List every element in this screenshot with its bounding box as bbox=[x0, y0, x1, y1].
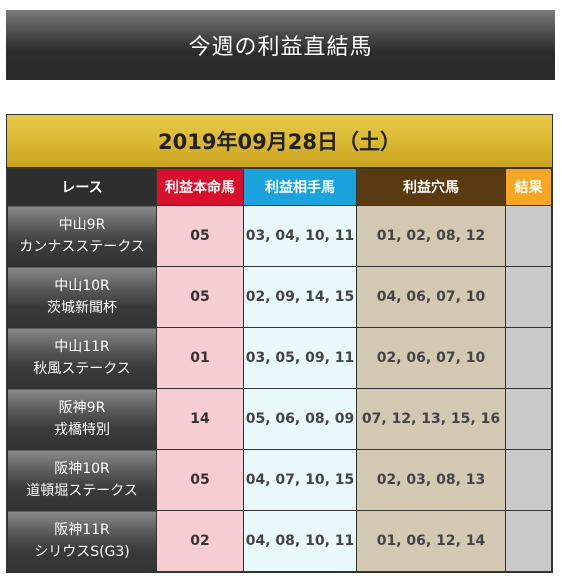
result-cell bbox=[505, 266, 552, 328]
ana-cell: 02, 03, 08, 13 bbox=[356, 449, 506, 511]
header-honmei: 利益本命馬 bbox=[156, 168, 244, 206]
table-header-row: レース 利益本命馬 利益相手馬 利益穴馬 結果 bbox=[7, 168, 552, 206]
race-cell: 阪神11R シリウスS(G3) bbox=[7, 510, 157, 572]
race-name: シリウスS(G3) bbox=[34, 544, 130, 560]
result-cell bbox=[505, 327, 552, 389]
result-cell bbox=[505, 205, 552, 267]
honmei-cell: 05 bbox=[156, 449, 244, 511]
ana-cell: 02, 06, 07, 10 bbox=[356, 327, 506, 389]
ana-cell: 07, 12, 13, 15, 16 bbox=[356, 388, 506, 450]
race-venue: 阪神11R bbox=[54, 522, 110, 538]
ana-cell: 01, 02, 08, 12 bbox=[356, 205, 506, 267]
picks-board: 2019年09月28日（土） レース 利益本命馬 利益相手馬 利益穴馬 結果 中… bbox=[6, 114, 553, 573]
banner-title: 今週の利益直結馬 bbox=[188, 35, 373, 60]
race-venue: 中山9R bbox=[58, 217, 106, 233]
race-cell: 阪神9R 戎橋特別 bbox=[7, 388, 157, 450]
ana-cell: 01, 06, 12, 14 bbox=[356, 510, 506, 572]
result-cell bbox=[505, 449, 552, 511]
honmei-cell: 01 bbox=[156, 327, 244, 389]
table-row: 阪神9R 戎橋特別 14 05, 06, 08, 09 07, 12, 13, … bbox=[7, 388, 552, 450]
race-venue: 中山11R bbox=[54, 339, 110, 355]
race-cell: 阪神10R 道頓堀ステークス bbox=[7, 449, 157, 511]
ana-cell: 04, 06, 07, 10 bbox=[356, 266, 506, 328]
page-banner: 今週の利益直結馬 bbox=[6, 10, 555, 80]
aite-cell: 02, 09, 14, 15 bbox=[243, 266, 357, 328]
header-ana: 利益穴馬 bbox=[356, 168, 506, 206]
aite-cell: 03, 04, 10, 11 bbox=[243, 205, 357, 267]
race-name: カンナスステークス bbox=[19, 239, 145, 255]
honmei-cell: 05 bbox=[156, 205, 244, 267]
race-name: 茨城新聞杯 bbox=[47, 300, 117, 316]
header-race: レース bbox=[7, 168, 157, 206]
table-row: 阪神11R シリウスS(G3) 02 04, 08, 10, 11 01, 06… bbox=[7, 510, 552, 572]
aite-cell: 04, 08, 10, 11 bbox=[243, 510, 357, 572]
picks-table: レース 利益本命馬 利益相手馬 利益穴馬 結果 中山9R カンナスステークス 0… bbox=[7, 168, 552, 572]
race-name: 道頓堀ステークス bbox=[26, 483, 138, 499]
aite-cell: 05, 06, 08, 09 bbox=[243, 388, 357, 450]
table-row: 中山9R カンナスステークス 05 03, 04, 10, 11 01, 02,… bbox=[7, 205, 552, 267]
date-header: 2019年09月28日（土） bbox=[7, 115, 552, 168]
honmei-cell: 05 bbox=[156, 266, 244, 328]
honmei-cell: 02 bbox=[156, 510, 244, 572]
table-row: 中山11R 秋風ステークス 01 03, 05, 09, 11 02, 06, … bbox=[7, 327, 552, 389]
result-cell bbox=[505, 388, 552, 450]
table-row: 中山10R 茨城新聞杯 05 02, 09, 14, 15 04, 06, 07… bbox=[7, 266, 552, 328]
race-cell: 中山11R 秋風ステークス bbox=[7, 327, 157, 389]
race-venue: 阪神9R bbox=[58, 400, 106, 416]
table-row: 阪神10R 道頓堀ステークス 05 04, 07, 10, 15 02, 03,… bbox=[7, 449, 552, 511]
aite-cell: 03, 05, 09, 11 bbox=[243, 327, 357, 389]
race-venue: 中山10R bbox=[54, 278, 110, 294]
race-venue: 阪神10R bbox=[54, 461, 110, 477]
result-cell bbox=[505, 510, 552, 572]
race-cell: 中山9R カンナスステークス bbox=[7, 205, 157, 267]
race-cell: 中山10R 茨城新聞杯 bbox=[7, 266, 157, 328]
aite-cell: 04, 07, 10, 15 bbox=[243, 449, 357, 511]
header-result: 結果 bbox=[505, 168, 552, 206]
header-aite: 利益相手馬 bbox=[243, 168, 357, 206]
race-name: 秋風ステークス bbox=[33, 361, 131, 377]
race-name: 戎橋特別 bbox=[54, 422, 110, 438]
honmei-cell: 14 bbox=[156, 388, 244, 450]
date-label: 2019年09月28日（土） bbox=[158, 130, 401, 154]
